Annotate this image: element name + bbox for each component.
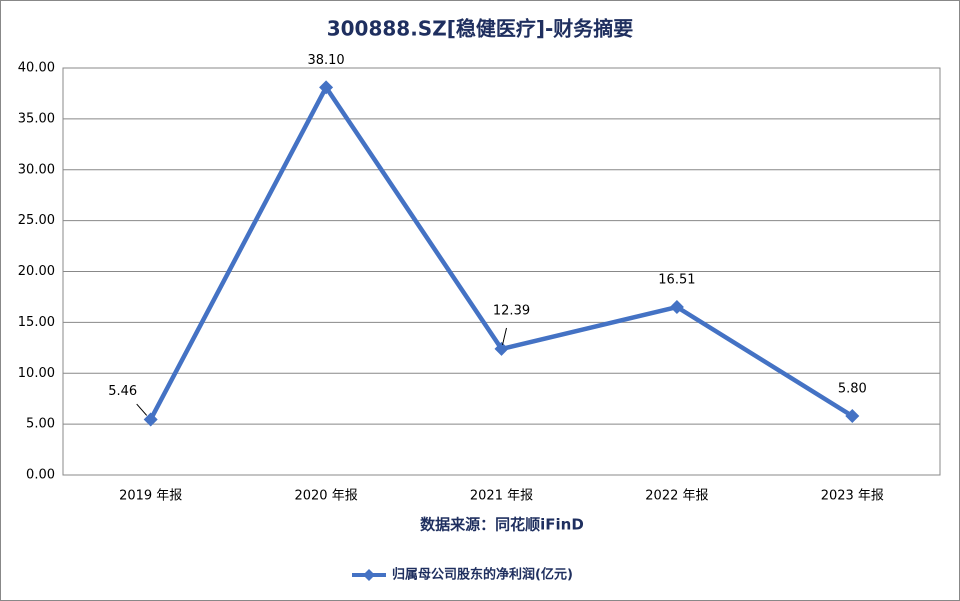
x-tick-label: 2019 年报 xyxy=(119,489,182,504)
marker xyxy=(494,341,509,356)
y-tick-label: 40.00 xyxy=(18,61,55,76)
y-tick-label: 15.00 xyxy=(18,315,55,330)
label-leader xyxy=(502,327,507,346)
data-label: 38.10 xyxy=(307,53,344,68)
data-label: 5.46 xyxy=(108,384,137,399)
y-tick-label: 25.00 xyxy=(18,213,55,228)
chart-title: 300888.SZ[稳健医疗]-财务摘要 xyxy=(327,17,634,41)
marker xyxy=(319,80,334,95)
plot-frame xyxy=(62,67,941,476)
y-tick-label: 0.00 xyxy=(26,468,55,483)
legend-label: 归属母公司股东的净利润(亿元) xyxy=(392,567,573,583)
y-tick-label: 5.00 xyxy=(26,417,55,432)
marker xyxy=(143,412,158,427)
data-label: 12.39 xyxy=(493,303,530,318)
y-tick-label: 35.00 xyxy=(18,111,55,126)
data-label: 16.51 xyxy=(658,273,695,288)
y-tick-label: 20.00 xyxy=(18,264,55,279)
y-tick-label: 30.00 xyxy=(18,162,55,177)
x-tick-label: 2023 年报 xyxy=(821,489,884,504)
source-note: 数据来源：同花顺iFinD xyxy=(420,516,584,534)
x-tick-label: 2022 年报 xyxy=(645,489,708,504)
data-label: 5.80 xyxy=(838,381,867,396)
marker xyxy=(845,408,860,423)
x-tick-label: 2020 年报 xyxy=(294,489,357,504)
legend-marker xyxy=(363,569,375,581)
marker xyxy=(669,300,684,315)
x-tick-label: 2021 年报 xyxy=(470,489,533,504)
y-tick-label: 10.00 xyxy=(18,366,55,381)
label-leader xyxy=(136,403,148,416)
